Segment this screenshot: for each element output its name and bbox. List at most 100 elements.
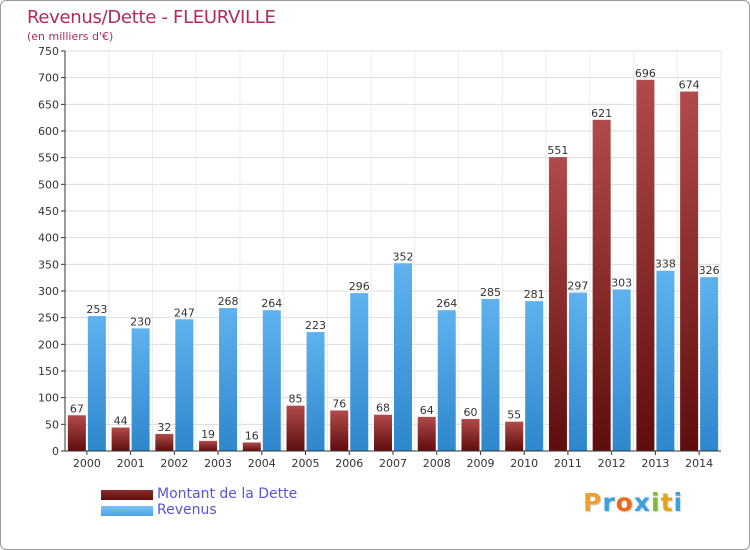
data-label-revenus-2000: 253: [86, 303, 107, 316]
data-label-revenus-2007: 352: [393, 250, 414, 263]
logo-letter: i: [673, 488, 684, 517]
data-label-revenus-2001: 230: [130, 315, 151, 328]
axes: 0 50 100 150 200 250 300 350 400 450 500 550 600 650 7…: [38, 45, 721, 470]
x-tick-label: 2005: [292, 457, 320, 470]
bars: [67, 79, 719, 452]
y-tick-label: 150: [38, 365, 59, 378]
y-tick-label: 700: [38, 72, 59, 85]
data-label-dette-2009: 60: [463, 406, 477, 419]
bar-revenus-2006: [350, 293, 369, 451]
y-tick-label: 350: [38, 258, 59, 271]
x-tick-label: 2012: [598, 457, 626, 470]
bar-dette-2013: [636, 79, 655, 452]
x-tick-label: 2008: [423, 457, 451, 470]
data-label-dette-2003: 19: [201, 428, 215, 441]
bar-revenus-2004: [262, 310, 281, 451]
data-label-revenus-2005: 223: [305, 319, 326, 332]
grid-lines: [64, 50, 722, 452]
x-tick-label: 2006: [335, 457, 363, 470]
proxiti-logo: Proxiti: [583, 488, 683, 517]
x-tick-label: 2001: [117, 457, 145, 470]
bar-revenus-2003: [219, 308, 238, 451]
logo-letter: i: [651, 488, 661, 517]
data-label-dette-2002: 32: [157, 421, 171, 434]
bar-revenus-2007: [394, 263, 412, 451]
bar-dette-2006: [330, 410, 349, 451]
data-label-revenus-2013: 338: [655, 258, 676, 271]
bar-revenus-2014: [700, 277, 719, 451]
chart-title: Revenus/Dette - FLEURVILLE: [27, 7, 276, 28]
data-label-revenus-2011: 297: [567, 280, 588, 293]
y-tick-label: 600: [38, 125, 59, 138]
y-tick-label: 200: [38, 338, 59, 351]
logo-letter: P: [583, 488, 603, 517]
x-tick-label: 2002: [160, 457, 188, 470]
data-label-revenus-2002: 247: [174, 306, 195, 319]
data-label-dette-2000: 67: [70, 402, 84, 415]
bar-revenus-2009: [481, 299, 500, 451]
bar-dette-2000: [67, 415, 86, 451]
y-tick-label: 500: [38, 178, 59, 191]
data-label-dette-2008: 64: [420, 404, 434, 417]
y-tick-label: 650: [38, 98, 59, 111]
data-label-revenus-2008: 264: [436, 297, 457, 310]
logo-letter: r: [602, 488, 616, 517]
bar-revenus-2001: [131, 328, 150, 451]
bar-revenus-2000: [87, 316, 106, 451]
bar-revenus-2013: [656, 270, 675, 451]
data-label-dette-2014: 674: [679, 79, 700, 92]
bar-dette-2001: [111, 427, 130, 451]
data-label-dette-2011: 551: [547, 144, 568, 157]
bar-revenus-2002: [175, 319, 194, 451]
y-tick-label: 550: [38, 152, 59, 165]
data-label-revenus-2003: 268: [218, 295, 239, 308]
data-label-dette-2004: 16: [245, 429, 259, 442]
bar-dette-2008: [417, 416, 436, 451]
bar-dette-2009: [461, 419, 480, 451]
x-tick-label: 2013: [641, 457, 669, 470]
data-label-dette-2001: 44: [114, 415, 128, 428]
data-label-revenus-2014: 326: [699, 264, 720, 277]
legend-swatch-dette: [101, 490, 153, 500]
y-tick-label: 750: [38, 45, 59, 58]
bar-revenus-2010: [525, 301, 544, 451]
bar-dette-2002: [155, 433, 174, 451]
legend-swatch-revenus: [101, 506, 153, 516]
legend-label-revenus: Revenus: [157, 502, 217, 518]
bar-revenus-2005: [306, 332, 325, 451]
x-tick-label: 2010: [510, 457, 538, 470]
data-label-revenus-2012: 303: [611, 276, 632, 289]
data-label-revenus-2010: 281: [524, 288, 545, 301]
data-label-dette-2006: 76: [332, 397, 346, 410]
x-tick-label: 2004: [248, 457, 276, 470]
data-label-revenus-2009: 285: [480, 286, 501, 299]
x-tick-label: 2009: [466, 457, 494, 470]
bar-revenus-2011: [568, 292, 587, 451]
bar-dette-2011: [548, 157, 567, 451]
y-tick-label: 50: [45, 418, 59, 431]
legend-label-dette: Montant de la Dette: [157, 486, 298, 502]
data-label-dette-2010: 55: [507, 409, 521, 422]
data-label-revenus-2006: 296: [349, 280, 370, 293]
chart-subtitle: (en milliers d'€): [27, 30, 114, 43]
bar-revenus-2008: [437, 310, 456, 451]
x-tick-label: 2011: [554, 457, 582, 470]
bar-dette-2005: [286, 405, 305, 451]
bar-dette-2004: [242, 442, 261, 451]
bar-dette-2003: [199, 440, 218, 451]
x-tick-label: 2007: [379, 457, 407, 470]
x-tick-label: 2014: [685, 457, 713, 470]
logo-letter: t: [660, 488, 674, 517]
bar-dette-2014: [680, 91, 699, 452]
y-tick-label: 100: [38, 392, 59, 405]
labels: 67 253 44 230 32 247 19 268 16 264 85 223 76 296 68 352…: [70, 67, 720, 443]
bar-dette-2012: [592, 119, 611, 452]
bar-revenus-2012: [612, 289, 631, 451]
data-label-dette-2007: 68: [376, 402, 390, 415]
y-tick-label: 450: [38, 205, 59, 218]
y-tick-label: 300: [38, 285, 59, 298]
x-tick-label: 2000: [73, 457, 101, 470]
x-tick-label: 2003: [204, 457, 232, 470]
